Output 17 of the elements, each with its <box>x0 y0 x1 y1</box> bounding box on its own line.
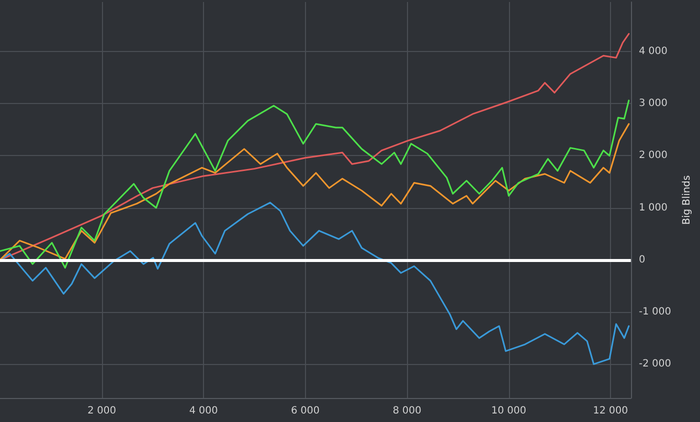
x-tick-label: 2 000 <box>87 406 116 416</box>
y-tick-label: 3 000 <box>638 98 668 110</box>
y-tick-label: -2 000 <box>638 358 672 370</box>
line-series <box>0 123 630 261</box>
y-tick-label: 2 000 <box>638 150 668 162</box>
line-series <box>0 100 630 269</box>
x-tick-label: 10 000 <box>491 406 526 416</box>
x-tick-label: 6 000 <box>290 406 320 416</box>
x-tick-label: 8 000 <box>392 406 422 416</box>
x-tick-label: 4 000 <box>189 406 218 416</box>
y-tick-label: 0 <box>638 254 646 266</box>
y-tick-label: 4 000 <box>638 46 668 57</box>
y-tick-label: -1 000 <box>638 306 672 318</box>
y-axis-title: Big Blinds <box>682 175 692 225</box>
line-series <box>0 202 630 365</box>
x-tick-label: 12 000 <box>593 406 628 416</box>
y-tick-label: 1 000 <box>638 202 668 214</box>
